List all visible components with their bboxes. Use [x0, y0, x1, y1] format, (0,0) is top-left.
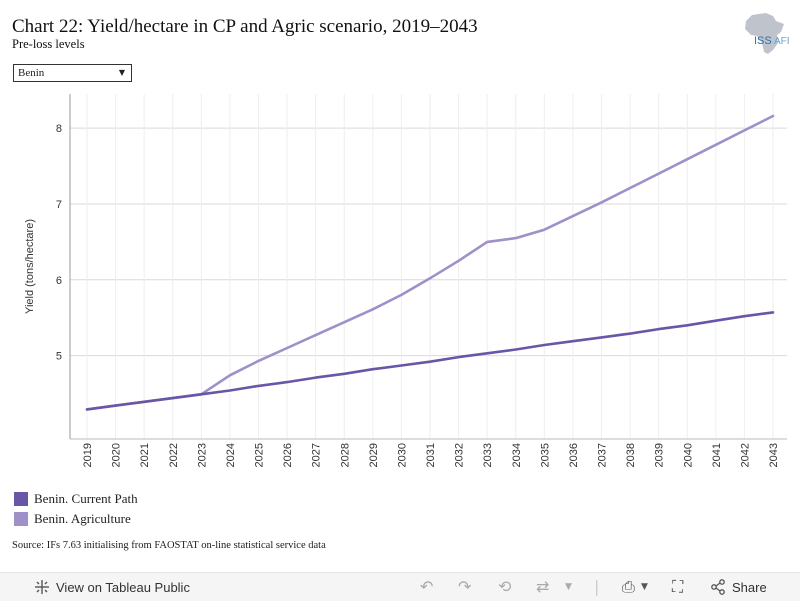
- x-tick-label: 2029: [368, 443, 380, 467]
- legend: Benin. Current Path Benin. Agriculture: [14, 489, 138, 529]
- x-tick-label: 2030: [396, 443, 408, 467]
- legend-item-agriculture[interactable]: Benin. Agriculture: [14, 509, 138, 529]
- chart-subtitle: Pre-loss levels: [12, 37, 85, 51]
- download-icon[interactable]: ⎙: [622, 577, 635, 596]
- chart-title: Chart 22: Yield/hectare in CP and Agric …: [12, 16, 478, 37]
- chevron-down-icon: ▼: [118, 68, 125, 77]
- x-tick-label: 2019: [82, 443, 94, 467]
- x-tick-label: 2021: [139, 443, 151, 467]
- x-tick-label: 2024: [225, 443, 237, 467]
- x-tick-label: 2027: [311, 443, 323, 467]
- legend-swatch-current-path: [14, 492, 28, 506]
- x-tick-label: 2022: [168, 443, 180, 467]
- y-axis-title: Yield (tons/hectare): [24, 219, 36, 314]
- x-tick-label: 2043: [768, 443, 780, 467]
- fullscreen-icon[interactable]: ⛶: [672, 577, 684, 596]
- legend-item-current-path[interactable]: Benin. Current Path: [14, 489, 138, 509]
- x-tick-label: 2026: [282, 443, 294, 467]
- line-chart: 5 6 7 8 2019 2020 2021 2022 2023 2024 2025 2026 2027…: [24, 94, 787, 467]
- undo-icon[interactable]: ↶: [420, 577, 434, 596]
- view-on-tableau-link[interactable]: View on Tableau Public: [34, 579, 190, 595]
- legend-label-current-path: Benin. Current Path: [34, 491, 138, 506]
- country-filter-dropdown[interactable]: Benin ▼: [13, 64, 132, 82]
- x-tick-label: 2025: [254, 443, 266, 467]
- x-tick-label: 2041: [711, 443, 723, 467]
- refresh-icon[interactable]: ⇄: [536, 577, 550, 596]
- country-filter-value: Benin: [18, 67, 45, 79]
- x-tick-label: 2042: [739, 443, 751, 467]
- x-tick-label: 2040: [682, 443, 694, 467]
- tableau-toolbar: View on Tableau Public ↶ ↷ ⟲ ⇄ ▼ | ⎙ ▼ ⛶…: [0, 572, 800, 601]
- view-on-tableau-label: View on Tableau Public: [56, 579, 190, 595]
- x-tick-label: 2034: [511, 443, 523, 467]
- x-tick-label: 2035: [539, 443, 551, 467]
- x-tick-label: 2033: [482, 443, 494, 467]
- iss-africa-logo: ISS AFI: [745, 13, 790, 54]
- x-tick-label: 2020: [111, 443, 123, 467]
- y-tick-label: 8: [56, 123, 62, 135]
- download-menu-chevron-icon[interactable]: ▼: [641, 582, 648, 592]
- x-tick-label: 2038: [625, 443, 637, 467]
- redo-icon[interactable]: ↷: [458, 577, 472, 596]
- source-note: Source: IFs 7.63 initialising from FAOST…: [12, 540, 326, 551]
- y-tick-label: 7: [56, 199, 62, 211]
- refresh-menu-chevron-icon[interactable]: ▼: [565, 582, 572, 592]
- toolbar-divider: |: [594, 577, 600, 596]
- share-label: Share: [732, 579, 767, 595]
- x-tick-label: 2032: [454, 443, 466, 467]
- x-tick-label: 2037: [597, 443, 609, 467]
- y-tick-label: 6: [56, 275, 62, 287]
- x-tick-label: 2031: [425, 443, 437, 467]
- share-button[interactable]: Share: [710, 579, 767, 595]
- share-icon: [711, 579, 725, 595]
- legend-label-agriculture: Benin. Agriculture: [34, 511, 131, 526]
- x-tick-label: 2039: [654, 443, 666, 467]
- y-tick-label: 5: [56, 351, 62, 363]
- revert-icon[interactable]: ⟲: [498, 577, 512, 596]
- x-tick-label: 2023: [196, 443, 208, 467]
- series-line-current-path[interactable]: [85, 311, 775, 411]
- x-tick-label: 2036: [568, 443, 580, 467]
- x-tick-label: 2028: [339, 443, 351, 467]
- tableau-icon: [35, 580, 49, 594]
- logo-text: ISS: [754, 35, 772, 47]
- legend-swatch-agriculture: [14, 512, 28, 526]
- logo-text-suffix: AFI: [774, 36, 790, 47]
